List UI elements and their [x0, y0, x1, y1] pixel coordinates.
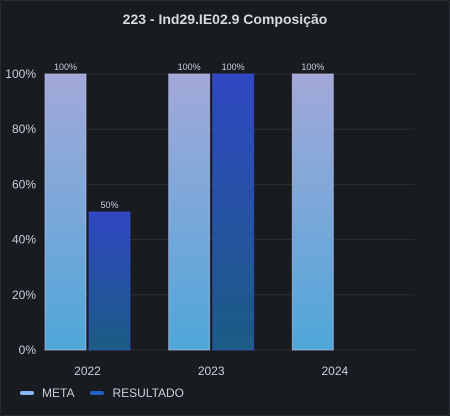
data-label: 100% [301, 62, 324, 72]
data-label: 100% [54, 62, 77, 72]
legend-item-resultado[interactable]: RESULTADO [90, 386, 184, 400]
y-tick-label: 80% [12, 122, 36, 136]
y-tick-label: 60% [12, 177, 36, 191]
legend-item-meta[interactable]: META [20, 386, 74, 400]
y-tick-label: 40% [12, 233, 36, 247]
bar-resultado-2023[interactable] [212, 73, 255, 351]
data-labels: 100% 50% 100% 100% 100% [54, 62, 324, 210]
data-label: 100% [178, 62, 201, 72]
legend-label-resultado: RESULTADO [112, 386, 185, 400]
y-tick-label: 0% [19, 343, 37, 357]
x-tick-label: 2023 [198, 364, 225, 378]
legend-swatch-meta [20, 391, 34, 395]
data-label: 50% [100, 200, 118, 210]
x-tick-label: 2022 [74, 364, 101, 378]
bar-meta-2024[interactable] [291, 73, 334, 351]
legend-swatch-resultado [90, 391, 105, 395]
bar-meta-2023[interactable] [168, 73, 211, 351]
y-tick-label: 20% [12, 288, 36, 302]
panel-title: 223 - Ind29.IE02.9 Composição [122, 11, 328, 27]
bar-resultado-2022[interactable] [88, 211, 131, 351]
x-tick-label: 2024 [321, 364, 348, 378]
legend-label-meta: META [42, 386, 75, 400]
bars [44, 73, 334, 351]
y-axis-ticks: 0% 20% 40% 60% 80% 100% [5, 67, 36, 357]
legend[interactable]: META RESULTADO [20, 386, 184, 400]
x-axis-ticks: 2022 2023 2024 [74, 364, 348, 378]
bar-meta-2022[interactable] [44, 73, 87, 351]
data-label: 100% [222, 62, 245, 72]
y-tick-label: 100% [5, 67, 36, 81]
